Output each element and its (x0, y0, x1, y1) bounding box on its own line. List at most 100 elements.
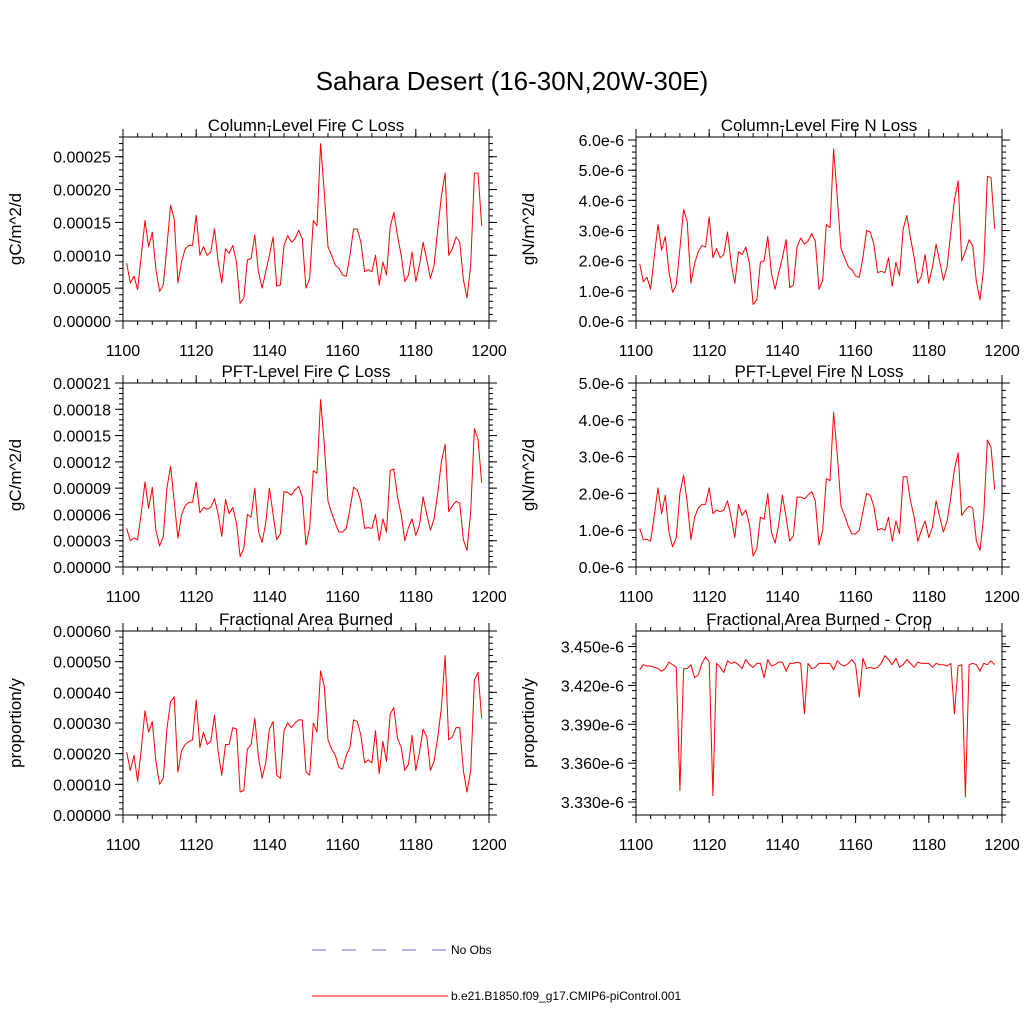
y-axis-label: gN/m^2/d (519, 193, 538, 265)
x-tick-label: 1180 (399, 589, 434, 606)
x-tick-label: 1200 (984, 589, 1020, 606)
y-tick-label: 0.0e-6 (579, 314, 624, 331)
panel-1: Column-Level Fire C Loss 1100 1120 1140 1160… (6, 116, 507, 360)
y-tick-label: 3.330e-6 (561, 795, 624, 812)
x-tick-label: 1160 (325, 837, 360, 854)
y-tick-label: 0.0e-6 (579, 560, 624, 577)
panel-2: Column-Level Fire N Loss 1100 1120 1140 1160… (519, 116, 1020, 360)
x-tick-label: 1200 (984, 343, 1020, 360)
x-tick-label: 1120 (692, 343, 727, 360)
x-tick-label: 1100 (106, 837, 141, 854)
y-tick-label: 0.00050 (53, 655, 111, 672)
y-axis-label: proportion/y (519, 678, 538, 768)
panel-title: PFT-Level Fire C Loss (221, 362, 390, 381)
x-tick-label: 1140 (252, 837, 287, 854)
y-tick-label: 0.00015 (53, 429, 111, 446)
x-tick-label: 1140 (765, 837, 800, 854)
x-tick-label: 1180 (399, 343, 434, 360)
legend-obs-label: No Obs (451, 943, 492, 957)
series-line (639, 655, 996, 798)
y-tick-label: 0.00012 (53, 455, 111, 472)
y-axis-label: gN/m^2/d (519, 439, 538, 511)
x-tick-label: 1180 (399, 837, 434, 854)
x-tick-label: 1160 (838, 837, 873, 854)
y-tick-label: 0.00020 (53, 747, 111, 764)
x-tick-label: 1180 (912, 343, 947, 360)
plot-frame (635, 382, 1003, 568)
y-tick-label: 0.00018 (53, 402, 111, 419)
y-tick-label: 3.360e-6 (561, 756, 624, 773)
x-tick-label: 1100 (106, 589, 141, 606)
x-tick-label: 1160 (325, 589, 360, 606)
y-tick-label: 1.0e-6 (579, 523, 624, 540)
x-tick-label: 1100 (619, 837, 654, 854)
x-tick-label: 1160 (838, 343, 873, 360)
y-tick-label: 0.00009 (53, 481, 111, 498)
panel-title: Column-Level Fire C Loss (208, 116, 405, 135)
y-tick-label: 0.00010 (53, 248, 111, 265)
plot-frame (122, 630, 490, 816)
plot-frame (635, 630, 1003, 816)
main-title: Sahara Desert (16-30N,20W-30E) (316, 66, 709, 96)
x-tick-label: 1100 (619, 343, 654, 360)
panel-title: Fractional Area Burned - Crop (706, 610, 932, 629)
panel-3: PFT-Level Fire C Loss 1100 1120 1140 1160 118… (6, 362, 507, 606)
legend-model-label: b.e21.B1850.f09_g17.CMIP6-piControl.001 (451, 989, 681, 1003)
y-tick-label: 0.00000 (53, 808, 111, 825)
x-tick-label: 1200 (471, 837, 507, 854)
y-tick-label: 0.00025 (53, 150, 111, 167)
y-tick-label: 1.0e-6 (579, 284, 624, 301)
y-tick-label: 6.0e-6 (579, 133, 624, 150)
x-tick-label: 1200 (984, 837, 1020, 854)
x-tick-label: 1120 (179, 837, 214, 854)
y-tick-label: 5.0e-6 (579, 376, 624, 393)
x-tick-label: 1120 (692, 837, 727, 854)
y-tick-label: 0.00003 (53, 534, 111, 551)
series-line (126, 399, 483, 557)
panel-4: PFT-Level Fire N Loss 1100 1120 1140 1160 118… (519, 362, 1020, 606)
y-tick-label: 4.0e-6 (579, 193, 624, 210)
x-tick-label: 1140 (765, 589, 800, 606)
panel-title: Column-Level Fire N Loss (721, 116, 918, 135)
y-tick-label: 3.0e-6 (579, 450, 624, 467)
y-axis-label: proportion/y (6, 678, 25, 768)
y-tick-label: 3.420e-6 (561, 678, 624, 695)
panels: Column-Level Fire C Loss 1100 1120 1140 1160… (6, 116, 1020, 854)
y-tick-label: 0.00000 (53, 314, 111, 331)
y-tick-label: 2.0e-6 (579, 486, 624, 503)
y-axis-label: gC/m^2/d (6, 193, 25, 265)
x-tick-label: 1120 (179, 589, 214, 606)
y-tick-label: 3.0e-6 (579, 224, 624, 241)
y-tick-label: 0.00006 (53, 507, 111, 524)
y-tick-label: 3.390e-6 (561, 717, 624, 734)
x-tick-label: 1200 (471, 343, 507, 360)
series-line (126, 655, 483, 793)
plot-frame (122, 136, 490, 322)
y-tick-label: 4.0e-6 (579, 413, 624, 430)
x-tick-label: 1160 (838, 589, 873, 606)
x-tick-label: 1140 (252, 589, 287, 606)
y-tick-label: 0.00000 (53, 560, 111, 577)
x-tick-label: 1180 (912, 837, 947, 854)
y-tick-label: 0.00030 (53, 716, 111, 733)
y-tick-label: 0.00040 (53, 685, 111, 702)
y-tick-label: 2.0e-6 (579, 254, 624, 271)
plot-frame (122, 382, 490, 568)
series-line (639, 148, 996, 305)
x-tick-label: 1120 (692, 589, 727, 606)
x-tick-label: 1100 (106, 343, 141, 360)
series-line (639, 411, 996, 557)
x-tick-label: 1160 (325, 343, 360, 360)
x-tick-label: 1120 (179, 343, 214, 360)
series-line (126, 143, 483, 304)
y-tick-label: 0.00010 (53, 777, 111, 794)
y-tick-label: 0.00021 (53, 376, 111, 393)
panel-title: PFT-Level Fire N Loss (734, 362, 903, 381)
x-tick-label: 1180 (912, 589, 947, 606)
y-tick-label: 0.00005 (53, 281, 111, 298)
x-tick-label: 1100 (619, 589, 654, 606)
panel-title: Fractional Area Burned (219, 610, 393, 629)
legend: No Obs b.e21.B1850.f09_g17.CMIP6-piContr… (312, 943, 681, 1003)
panel-5: Fractional Area Burned 1100 1120 1140 1160 11… (6, 610, 507, 854)
